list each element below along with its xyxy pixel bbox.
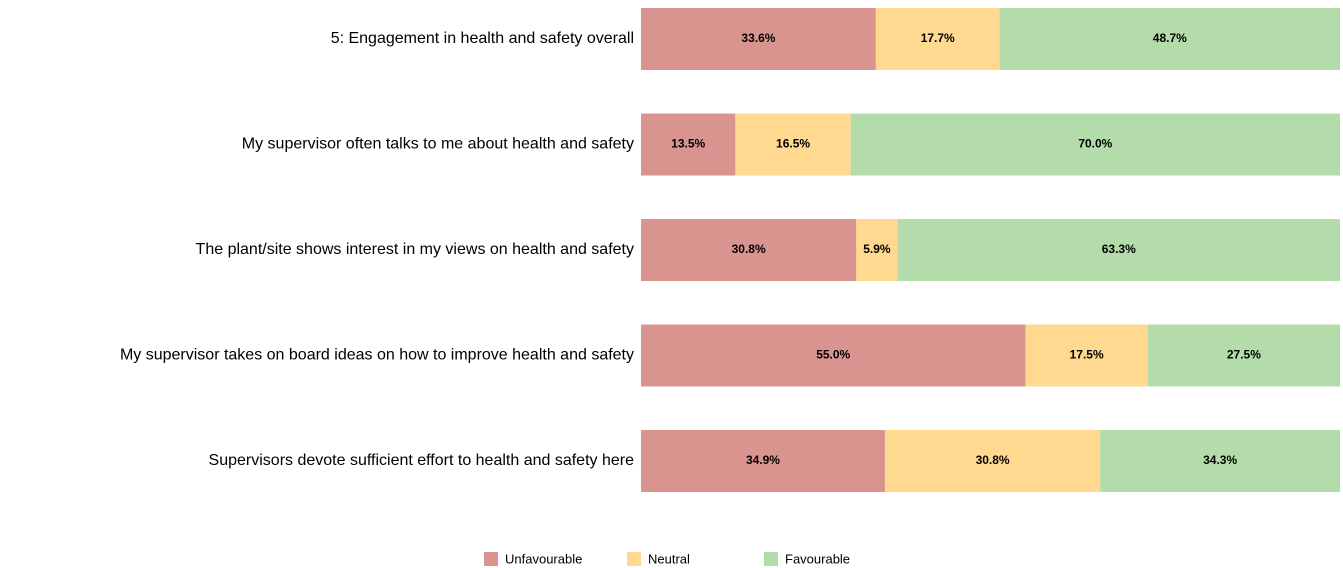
bar-segment [735,113,851,176]
legend-swatch [627,552,641,566]
data-label: 55.0% [816,348,850,362]
data-label: 30.8% [732,242,766,256]
data-label: 16.5% [776,137,810,151]
data-label: 17.7% [921,31,955,45]
bar-segment [850,113,1340,176]
data-label: 33.6% [741,31,775,45]
bar-segment [1147,324,1340,387]
bar-segment [641,430,885,492]
category-label: My supervisor takes on board ideas on ho… [120,347,634,364]
data-label: 13.5% [671,137,705,151]
legend-label: Unfavourable [505,551,582,566]
data-label: 17.5% [1070,348,1104,362]
bar-segment [641,219,857,281]
bar-segment [1100,430,1340,492]
legend-swatch [484,552,498,566]
category-label: My supervisor often talks to me about he… [242,136,634,153]
category-label: The plant/site shows interest in my view… [196,241,634,258]
legend-label: Favourable [785,551,850,566]
bar-segment [999,8,1340,70]
category-label: Supervisors devote sufficient effort to … [209,452,635,469]
data-label: 34.3% [1203,453,1237,467]
data-label: 5.9% [863,242,891,256]
data-label: 30.8% [976,453,1010,467]
legend-swatch [764,552,778,566]
bar-segment [1025,324,1148,387]
data-label: 63.3% [1102,242,1136,256]
category-label: 5: Engagement in health and safety overa… [331,30,634,47]
bar-segment [875,8,1000,70]
bar-segment [641,324,1026,387]
data-label: 70.0% [1078,137,1112,151]
data-label: 27.5% [1227,348,1261,362]
data-label: 48.7% [1153,31,1187,45]
data-label: 34.9% [746,453,780,467]
bar-segment [641,113,736,176]
legend-label: Neutral [648,551,690,566]
bar-segment [856,219,898,281]
bar-segment [641,8,876,70]
bar-segment [897,219,1340,281]
bar-segment [884,430,1101,492]
